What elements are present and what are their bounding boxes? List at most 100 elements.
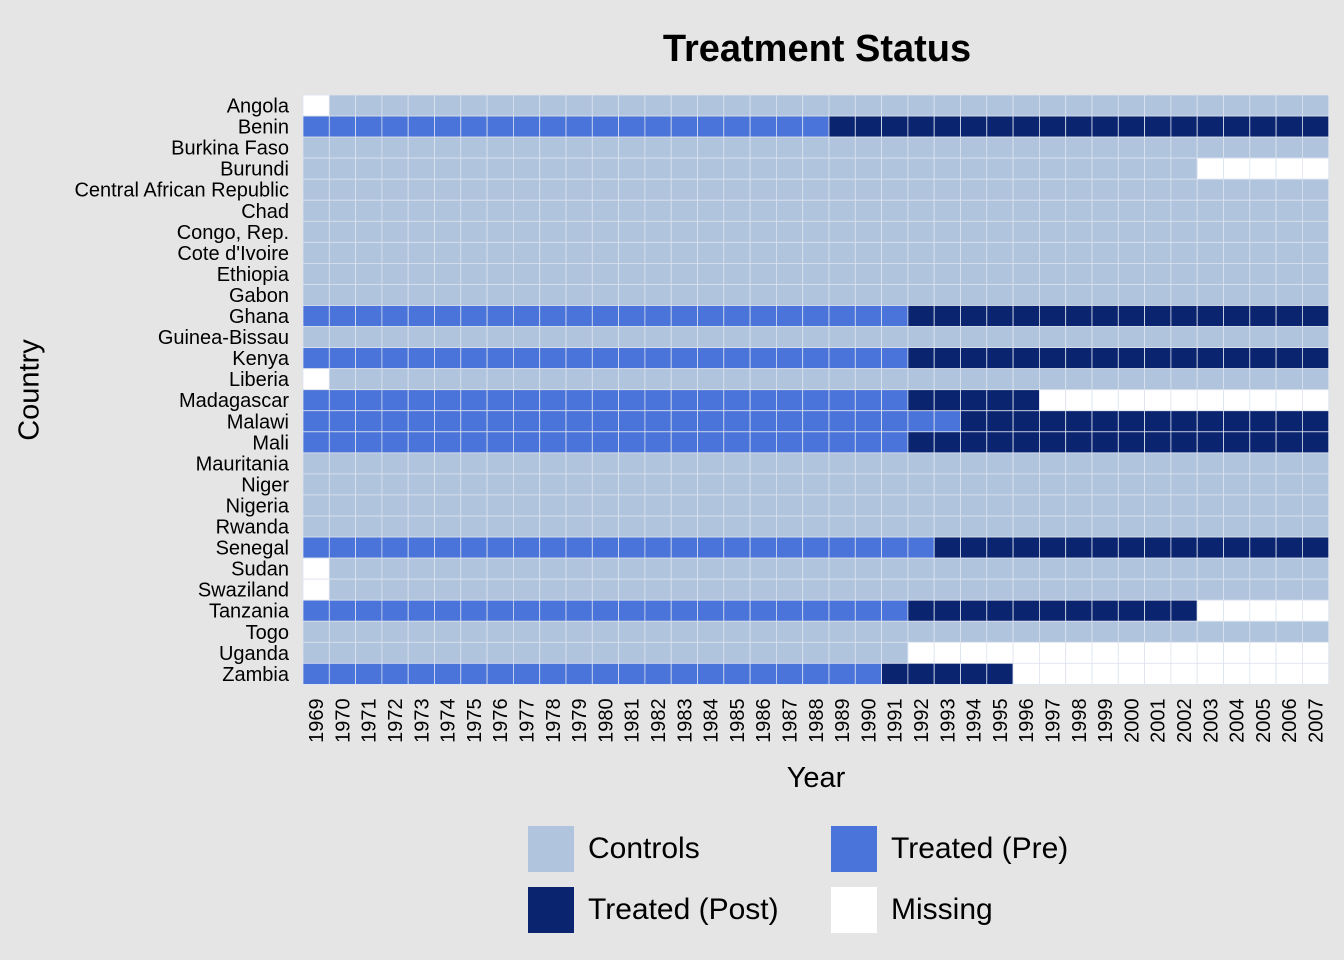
- cell-mauritania-2005: [1249, 452, 1277, 475]
- cell-benin-1978: [539, 115, 567, 138]
- cell-burundi-1992: [907, 157, 935, 180]
- cell-mauritania-1999: [1091, 452, 1119, 475]
- cell-sudan-1976: [486, 557, 514, 580]
- cell-mauritania-1982: [644, 452, 672, 475]
- cell-guinea-bissau-1998: [1065, 326, 1093, 348]
- cell-ghana-1988: [802, 305, 830, 327]
- cell-benin-2005: [1249, 115, 1277, 138]
- cell-mauritania-2002: [1170, 452, 1198, 475]
- cell-zambia-2002: [1170, 662, 1198, 685]
- cell-burundi-2002: [1170, 157, 1198, 180]
- cell-ethiopia-1981: [618, 262, 646, 285]
- cell-angola-2006: [1275, 94, 1303, 117]
- cell-central-african-republic-2006: [1275, 178, 1303, 201]
- cell-madagascar-1975: [460, 389, 488, 412]
- cell-uganda-2007: [1302, 641, 1330, 664]
- cell-ghana-2005: [1249, 305, 1277, 327]
- cell-malawi-1978: [539, 410, 567, 433]
- cell-central-african-republic-1973: [407, 178, 435, 201]
- cell-chad-1969: [302, 199, 330, 222]
- cell-senegal-1986: [749, 536, 777, 559]
- cell-ghana-1978: [539, 305, 567, 327]
- cell-madagascar-1985: [723, 389, 751, 412]
- cell-mali-1982: [644, 431, 672, 454]
- cell-angola-2002: [1170, 94, 1198, 117]
- cell-swaziland-1978: [539, 578, 567, 601]
- cell-angola-1970: [328, 94, 356, 117]
- cell-uganda-1975: [460, 641, 488, 664]
- cell-tanzania-1984: [697, 599, 725, 622]
- cell-gabon-1999: [1091, 284, 1119, 306]
- cell-niger-1995: [986, 473, 1014, 496]
- cell-senegal-1995: [986, 536, 1014, 559]
- cell-congo-rep-2005: [1249, 220, 1277, 243]
- cell-chad-1996: [1012, 199, 1040, 222]
- cell-congo-rep-2000: [1117, 220, 1146, 243]
- cell-malawi-1972: [381, 410, 409, 433]
- cell-niger-1982: [644, 473, 672, 496]
- cell-sudan-1977: [513, 557, 541, 580]
- cell-uganda-1994: [960, 641, 988, 664]
- cell-mauritania-1974: [434, 452, 462, 475]
- cell-guinea-bissau-1975: [460, 326, 488, 348]
- cell-mali-1978: [539, 431, 567, 454]
- cell-swaziland-1983: [670, 578, 698, 601]
- y-tick-senegal: Senegal: [216, 538, 289, 560]
- cell-tanzania-1995: [986, 599, 1014, 622]
- cell-ghana-1971: [355, 305, 383, 327]
- cell-gabon-1974: [434, 284, 462, 306]
- cell-gabon-2005: [1249, 284, 1277, 306]
- cell-chad-1990: [854, 199, 882, 222]
- cell-congo-rep-1985: [723, 220, 751, 243]
- cell-madagascar-1991: [881, 389, 909, 412]
- cell-sudan-1992: [907, 557, 935, 580]
- cell-uganda-1982: [644, 641, 672, 664]
- cell-chad-1991: [881, 199, 909, 222]
- x-tick-1999: 1999: [1095, 698, 1117, 743]
- cell-mali-1995: [986, 431, 1014, 454]
- cell-cote-d-ivoire-1972: [381, 241, 409, 264]
- cell-gabon-2006: [1275, 284, 1303, 306]
- cell-benin-1971: [355, 115, 383, 138]
- cell-senegal-1991: [881, 536, 909, 559]
- cell-malawi-1979: [565, 410, 593, 433]
- cell-central-african-republic-1991: [881, 178, 909, 201]
- cell-mali-1974: [434, 431, 462, 454]
- cell-malawi-1989: [828, 410, 856, 433]
- cell-cote-d-ivoire-1993: [933, 241, 961, 264]
- cell-central-african-republic-1977: [513, 178, 541, 201]
- cell-sudan-2004: [1223, 557, 1251, 580]
- cell-senegal-1984: [697, 536, 725, 559]
- cell-benin-1975: [460, 115, 488, 138]
- cell-madagascar-1989: [828, 389, 856, 412]
- cell-congo-rep-1977: [513, 220, 541, 243]
- cell-rwanda-1982: [644, 515, 672, 538]
- cell-malawi-2002: [1170, 410, 1198, 433]
- cell-malawi-1977: [513, 410, 541, 433]
- cell-mauritania-2000: [1117, 452, 1146, 475]
- cell-malawi-1982: [644, 410, 672, 433]
- cell-benin-1992: [907, 115, 935, 138]
- cell-central-african-republic-1981: [618, 178, 646, 201]
- cell-rwanda-1999: [1091, 515, 1119, 538]
- cell-mauritania-1984: [697, 452, 725, 475]
- cell-cote-d-ivoire-1980: [591, 241, 619, 264]
- cell-mali-1979: [565, 431, 593, 454]
- cell-nigeria-1995: [986, 494, 1014, 517]
- cell-swaziland-1986: [749, 578, 777, 601]
- cell-liberia-2002: [1170, 368, 1198, 391]
- x-tick-1992: 1992: [911, 698, 933, 743]
- cell-chad-1988: [802, 199, 830, 222]
- cell-madagascar-1994: [960, 389, 988, 412]
- cell-niger-1985: [723, 473, 751, 496]
- cell-chad-1981: [618, 199, 646, 222]
- cell-niger-2001: [1144, 473, 1172, 496]
- cell-congo-rep-1979: [565, 220, 593, 243]
- cell-nigeria-1997: [1039, 494, 1067, 517]
- cell-niger-1986: [749, 473, 777, 496]
- cell-senegal-2005: [1249, 536, 1277, 559]
- cell-angola-1989: [828, 94, 856, 117]
- cell-liberia-1978: [539, 368, 567, 391]
- cell-tanzania-2006: [1275, 599, 1303, 622]
- cell-angola-1976: [486, 94, 514, 117]
